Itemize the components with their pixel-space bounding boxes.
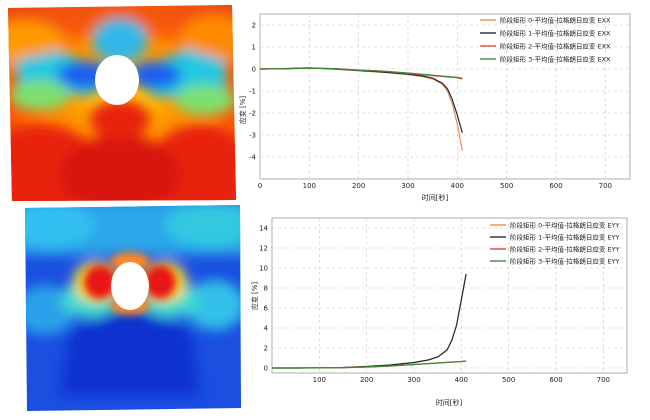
plot-frame [259, 13, 631, 180]
x-axis-label: 时间[秒] [422, 193, 449, 202]
y-tick-label: -4 [249, 154, 257, 162]
legend-entry: 阶段矩形 2-平均值-拉格朗日应变 EXX [500, 42, 611, 51]
legend-entry: 阶段矩形 1-平均值-拉格朗日应变 EYY [510, 233, 620, 242]
legend-entry: 阶段矩形 2-平均值-拉格朗日应变 EYY [510, 245, 620, 254]
x-tick-label: 600 [549, 182, 562, 190]
y-tick-label: 0 [252, 66, 256, 74]
y-tick-label: 14 [259, 225, 268, 233]
plot-frame [271, 217, 628, 374]
series-lines [272, 273, 467, 369]
specimen-hole [111, 262, 149, 310]
series-line-3 [259, 67, 463, 79]
strain-map-eyy [25, 205, 241, 411]
y-tick-label: 4 [264, 325, 269, 333]
legend-entry: 阶段矩形 3-平均值-拉格朗日应变 EYY [510, 257, 620, 266]
x-tick-label: 500 [502, 376, 515, 384]
x-tick-label: 600 [549, 376, 562, 384]
legend-entry: 阶段矩形 1-平均值-拉格朗日应变 EXX [500, 29, 611, 38]
y-tick-label: 0 [264, 365, 268, 373]
legend: 阶段矩形 0-平均值-拉格朗日应变 EYY 阶段矩形 1-平均值-拉格朗日应变 E… [490, 221, 620, 266]
x-tick-label: 500 [500, 182, 513, 190]
y-tick-label: 2 [252, 22, 256, 30]
legend-entry: 阶段矩形 0-平均值-拉格朗日应变 EXX [500, 16, 611, 25]
y-tick-label: 12 [259, 245, 268, 253]
legend: 阶段矩形 0-平均值-拉格朗日应变 EXX 阶段矩形 1-平均值-拉格朗日应变 E… [480, 16, 611, 64]
x-tick-label: 200 [352, 182, 365, 190]
y-tick-label: 2 [264, 345, 268, 353]
y-axis-label: 应变 [%] [250, 282, 259, 311]
y-tick-label: 1 [252, 44, 256, 52]
x-tick-label: 400 [451, 182, 464, 190]
series-line-1 [259, 67, 463, 133]
y-tick-label: -3 [249, 132, 256, 140]
series-line-0 [259, 67, 463, 151]
gridlines [259, 14, 630, 179]
x-tick-label: 100 [303, 182, 316, 190]
eyy-strain-chart: 100 200 300 400 500 600 700 0 2 4 6 8 10 12 14 阶段矩形 0-… [250, 217, 628, 407]
legend-entry: 阶段矩形 3-平均值-拉格朗日应变 EXX [500, 55, 611, 64]
legend-entry: 阶段矩形 0-平均值-拉格朗日应变 EYY [510, 221, 620, 230]
x-tick-label: 400 [455, 376, 468, 384]
x-tick-label: 300 [407, 376, 420, 384]
exx-strain-chart: 0 100 200 300 400 500 600 700 2 1 0 -1 -2 -3 -4 阶段矩形 0… [238, 13, 631, 202]
strain-map-exx [8, 5, 236, 201]
series-lines [259, 67, 463, 151]
y-tick-label: 6 [264, 305, 269, 313]
x-tick-label: 0 [258, 182, 262, 190]
x-tick-label: 100 [313, 376, 326, 384]
x-tick-label: 700 [597, 376, 610, 384]
tick-labels: 0 100 200 300 400 500 600 700 2 1 0 -1 -2 -3 -4 [249, 22, 612, 191]
x-tick-label: 700 [599, 182, 612, 190]
x-tick-label: 200 [360, 376, 373, 384]
y-tick-label: 8 [264, 285, 268, 293]
y-tick-label: -1 [249, 88, 256, 96]
series-line-3 [272, 360, 467, 369]
y-tick-label: 10 [259, 265, 268, 273]
gridlines [272, 218, 627, 373]
y-axis-label: 应变 [%] [238, 96, 247, 125]
y-tick-label: -2 [249, 110, 256, 118]
x-axis-label: 时间[秒] [436, 398, 463, 407]
specimen-hole [95, 55, 139, 105]
x-tick-label: 300 [401, 182, 414, 190]
tick-labels: 100 200 300 400 500 600 700 0 2 4 6 8 10 12 14 [259, 225, 610, 385]
